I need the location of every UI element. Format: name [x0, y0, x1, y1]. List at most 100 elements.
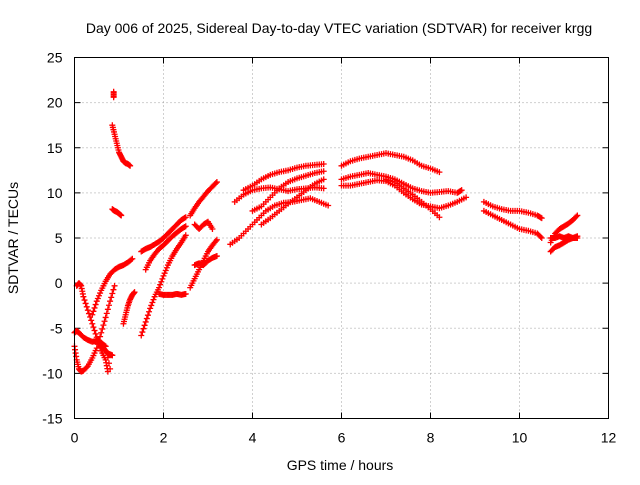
data-series-arc-t: [249, 168, 327, 214]
x-tick-label: 10: [512, 430, 528, 446]
data-point-plus: [182, 232, 189, 239]
data-point-plus: [148, 302, 155, 309]
data-point-plus: [80, 293, 87, 300]
data-series-arc-i: [120, 289, 138, 327]
data-series-arc-u: [258, 176, 327, 228]
data-point-plus: [110, 286, 117, 293]
data-point-plus: [457, 187, 464, 194]
y-axis-title: SDTVAR / TECUs: [5, 182, 21, 294]
data-point-plus: [436, 169, 443, 176]
data-point-plus: [93, 345, 100, 352]
data-point-plus: [94, 337, 101, 344]
data-point-plus: [320, 176, 327, 183]
data-series-arc-z: [383, 176, 443, 221]
data-point-plus: [181, 214, 188, 221]
data-point-plus: [158, 278, 165, 285]
data-series-arc-k: [138, 232, 189, 339]
data-series-arc-h: [89, 255, 136, 318]
data-point-plus: [140, 325, 147, 332]
data-point-plus: [92, 330, 99, 337]
data-point-plus: [163, 264, 170, 271]
data-point-plus: [93, 298, 100, 305]
y-tick-label: -5: [50, 320, 63, 336]
y-tick-label: 10: [47, 185, 63, 201]
y-tick-label: 15: [47, 140, 63, 156]
data-point-plus: [107, 298, 114, 305]
data-series-arc-ae: [547, 233, 581, 255]
data-point-plus: [213, 179, 220, 186]
data-point-plus: [89, 311, 96, 318]
x-tick-label: 12: [601, 430, 617, 446]
data-point-plus: [141, 322, 148, 329]
data-point-plus: [127, 162, 134, 169]
data-series-arc-n: [187, 236, 220, 291]
data-point-plus: [88, 317, 95, 324]
data-point-plus: [320, 160, 327, 167]
data-point-plus: [99, 325, 106, 332]
data-point-plus: [213, 236, 220, 243]
data-point-plus: [150, 296, 157, 303]
data-point-plus: [160, 272, 167, 279]
data-point-plus: [128, 256, 135, 263]
data-point-plus: [83, 303, 90, 310]
data-series-arc-ac: [547, 212, 581, 246]
data-point-plus: [90, 324, 97, 331]
x-axis-title: GPS time / hours: [287, 457, 394, 473]
data-point-plus: [95, 292, 102, 299]
data-series-arc-f: [110, 88, 117, 101]
data-point-plus: [81, 297, 88, 304]
data-series-arc-c: [73, 280, 111, 375]
y-tick-label: -15: [42, 411, 62, 427]
data-point-plus: [89, 320, 96, 327]
data-point-plus: [104, 306, 111, 313]
data-point-plus: [146, 308, 153, 315]
axes-layer: 0 2 4 6 8 10 12 -15 -10 -5 0 5 10 15 20 25: [42, 50, 616, 446]
data-point-plus: [538, 215, 545, 222]
data-point-plus: [149, 299, 156, 306]
data-series-arc-m: [156, 290, 189, 298]
data-point-plus: [463, 194, 470, 201]
data-point-plus: [182, 223, 189, 230]
data-series-arc-g: [109, 206, 125, 219]
data-point-plus: [101, 318, 108, 325]
data-point-plus: [181, 223, 188, 230]
data-series-arc-p: [187, 179, 220, 219]
data-point-plus: [91, 327, 98, 334]
data-series-arc-l: [142, 223, 189, 273]
data-series-arc-w: [338, 150, 443, 176]
data-point-plus: [147, 305, 154, 312]
data-point-plus: [156, 284, 163, 291]
data-point-plus: [83, 364, 90, 371]
y-tick-label: 0: [55, 275, 63, 291]
data-point-plus: [118, 212, 125, 219]
data-point-plus: [97, 333, 104, 340]
data-point-plus: [574, 233, 581, 240]
data-point-plus: [90, 308, 97, 315]
y-tick-label: 25: [47, 50, 63, 66]
data-series-arc-ab: [480, 207, 545, 241]
data-point-plus: [103, 310, 110, 317]
grid-layer: [74, 57, 609, 419]
data-point-plus: [94, 295, 101, 302]
data-point-plus: [209, 225, 216, 232]
data-point-plus: [93, 334, 100, 341]
y-tick-label: 20: [47, 95, 63, 111]
data-point-plus: [129, 255, 136, 262]
data-point-plus: [144, 312, 151, 319]
data-series-arc-q: [191, 218, 216, 232]
data-series-arc-o: [191, 253, 220, 269]
x-tick-label: 4: [249, 430, 257, 446]
x-tick-label: 8: [427, 430, 435, 446]
data-series-arc-e: [109, 122, 134, 169]
data-point-plus: [213, 253, 220, 260]
data-point-plus: [537, 233, 544, 240]
data-point-plus: [138, 332, 145, 339]
x-tick-label: 6: [338, 430, 346, 446]
data-point-plus: [91, 304, 98, 311]
data-point-plus: [108, 294, 115, 301]
chart-title: Day 006 of 2025, Sidereal Day-to-day VTE…: [86, 20, 592, 36]
data-point-plus: [458, 187, 465, 194]
data-series-arc-v: [240, 160, 327, 194]
